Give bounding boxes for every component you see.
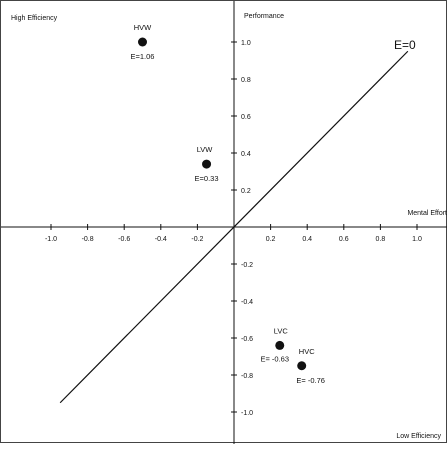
data-point-lvc <box>275 340 285 350</box>
y-tick-label: 0.2 <box>241 188 251 195</box>
point-label-lvc: LVC <box>274 326 289 335</box>
point-label-lvw: LVW <box>197 145 214 154</box>
x-tick-label: 0.6 <box>339 236 349 243</box>
y-tick-label: 0.6 <box>241 114 251 121</box>
point-efficiency-hvc: E= -0.76 <box>296 376 325 385</box>
x-tick-label: -1.0 <box>45 236 57 243</box>
e-zero-line <box>59 50 409 404</box>
y-tick-label: 1.0 <box>241 40 251 47</box>
x-tick-label: -0.6 <box>118 236 130 243</box>
point-label-hvw: HVW <box>134 23 152 32</box>
corner-label-low-efficiency: Low Efficiency <box>396 433 441 440</box>
x-tick-label: 1.0 <box>412 236 422 243</box>
y-tick-label: 0.4 <box>241 151 251 158</box>
data-point-lvw <box>202 159 212 169</box>
point-label-hvc: HVC <box>299 347 315 356</box>
data-point-hvw <box>138 37 147 47</box>
point-efficiency-hvw: E=1.06 <box>131 52 155 61</box>
x-tick-label: 0.8 <box>376 236 386 243</box>
x-tick-label: -0.2 <box>191 236 203 243</box>
x-axis-label: Mental Effort <box>407 210 447 217</box>
y-tick-label: 0.8 <box>241 77 251 84</box>
point-efficiency-lvw: E=0.33 <box>195 174 219 183</box>
x-tick-label: -0.8 <box>82 236 94 243</box>
y-tick-label: -0.8 <box>241 373 253 380</box>
y-tick-label: -0.4 <box>241 299 253 306</box>
y-axis-label: Performance <box>244 13 284 20</box>
y-tick-label: -0.6 <box>241 336 253 343</box>
data-point-hvc <box>297 361 307 371</box>
y-tick-label: -1.0 <box>241 410 253 417</box>
x-tick-label: 0.2 <box>266 236 276 243</box>
e-zero-label: E=0 <box>394 38 416 52</box>
corner-label-high-efficiency: High Efficiency <box>11 15 58 22</box>
x-tick-label: 0.4 <box>302 236 312 243</box>
x-tick-label: -0.4 <box>155 236 167 243</box>
y-tick-label: -0.2 <box>241 262 253 269</box>
point-efficiency-lvc: E= -0.63 <box>260 354 289 363</box>
